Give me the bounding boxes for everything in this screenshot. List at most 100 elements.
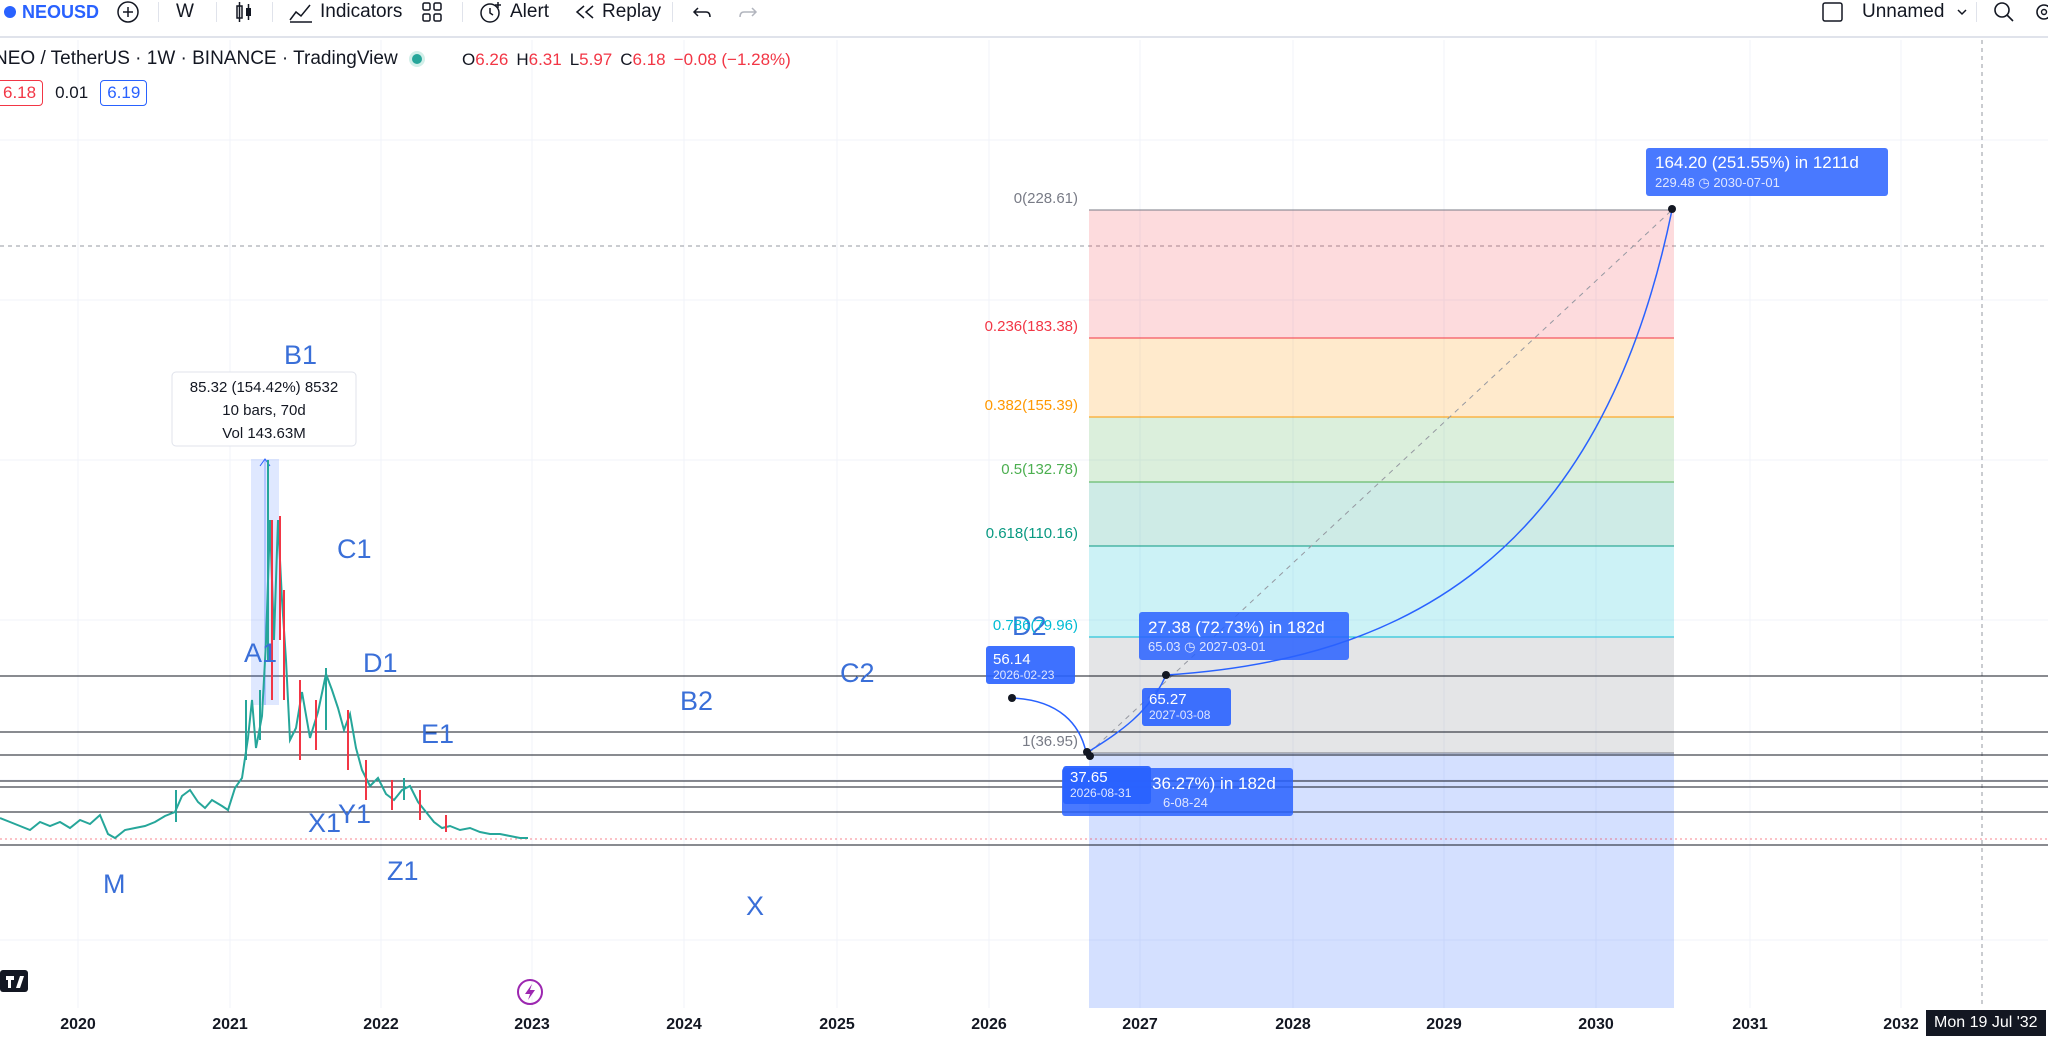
projection-curves[interactable] xyxy=(1011,209,1673,753)
price-candles xyxy=(0,460,528,840)
wave-label-m[interactable]: M xyxy=(103,869,126,899)
callout-mid-sub: 65.03 ◷ 2027-03-01 xyxy=(1148,639,1266,654)
search-button[interactable] xyxy=(1992,0,2016,24)
wave-label-z1[interactable]: Z1 xyxy=(387,856,419,886)
price-range-line1: 85.32 (154.42%) 8532 xyxy=(190,379,338,396)
fib-label-05: 0.5(132.78) xyxy=(1001,461,1078,478)
open-label: O xyxy=(462,50,476,69)
curve-anchor-points[interactable] xyxy=(1008,205,1676,760)
indicators-button[interactable]: Indicators xyxy=(288,0,402,24)
low-value: 5.97 xyxy=(579,50,613,69)
fib-level-labels: 0(228.61) 0.236(183.38) 0.382(155.39) 0.… xyxy=(985,190,1078,750)
point-tag-2[interactable]: 65.27 2027-03-08 xyxy=(1142,688,1231,726)
redo-icon xyxy=(739,7,758,18)
callout-low-sub: 6-08-24 xyxy=(1163,795,1208,810)
replay-label: Replay xyxy=(602,1,662,22)
interval-label: W xyxy=(176,1,194,22)
point-tag-1-price: 56.14 xyxy=(993,651,1031,668)
indicators-label: Indicators xyxy=(320,1,403,22)
point-tag-2-date: 2027-03-08 xyxy=(1149,708,1211,722)
settings-button[interactable] xyxy=(2032,0,2048,24)
year-tick-2031: 2031 xyxy=(1732,1016,1768,1033)
price-range-info[interactable]: 85.32 (154.42%) 8532 10 bars, 70d Vol 14… xyxy=(171,371,357,447)
layout-menu-button[interactable]: Unnamed xyxy=(1820,0,1968,24)
point-tag-3[interactable]: 37.65 2026-08-31 xyxy=(1063,766,1151,804)
undo-icon xyxy=(692,7,711,18)
undo-button[interactable] xyxy=(690,0,714,24)
close-label: C xyxy=(620,50,633,69)
symbol-dot-icon xyxy=(4,6,16,18)
year-tick-2021: 2021 xyxy=(212,1016,248,1033)
wave-label-d1[interactable]: D1 xyxy=(363,648,398,678)
candles-icon xyxy=(236,2,251,22)
wave-label-b2[interactable]: B2 xyxy=(680,686,713,716)
wave-label-y1[interactable]: Y1 xyxy=(338,799,371,829)
point-tag-3-date: 2026-08-31 xyxy=(1070,786,1132,800)
change-value: −0.08 (−1.28%) xyxy=(673,50,791,69)
symbol-search-button[interactable]: NEOUSD xyxy=(4,0,99,24)
search-icon xyxy=(1994,2,2014,22)
symbol-label: NEOUSD xyxy=(22,1,100,22)
high-label: H xyxy=(516,50,529,69)
add-symbol-button[interactable] xyxy=(116,0,140,24)
callout-top[interactable]: 164.20 (251.55%) in 1211d 229.48 ◷ 2030-… xyxy=(1646,148,1888,196)
wave-label-a1[interactable]: A1 xyxy=(244,638,277,668)
tradingview-logo[interactable] xyxy=(0,970,28,992)
fib-label-0786: 0.786(79.96) xyxy=(993,617,1078,634)
close-value: 6.18 xyxy=(632,50,666,69)
callout-top-sub: 229.48 ◷ 2030-07-01 xyxy=(1655,175,1780,190)
wave-label-x1[interactable]: X1 xyxy=(308,808,341,838)
add-symbol-icon xyxy=(117,1,139,23)
low-label: L xyxy=(569,50,580,69)
year-tick-2020: 2020 xyxy=(60,1016,96,1033)
chevron-down-icon xyxy=(1957,9,1967,16)
point-tag-1[interactable]: 56.14 2026-02-23 xyxy=(986,646,1075,684)
time-axis[interactable] xyxy=(0,1008,2048,1042)
lightning-icon[interactable] xyxy=(517,979,543,1005)
crosshair-date-label: Mon 19 Jul '32 xyxy=(1926,1010,2046,1036)
spread-value: 0.01 xyxy=(55,83,89,102)
buy-price-button[interactable]: 6.19 xyxy=(100,80,148,106)
high-value: 6.31 xyxy=(528,50,562,69)
alert-button[interactable]: Alert xyxy=(478,0,549,24)
grid xyxy=(0,40,2048,1008)
interval-button[interactable]: W xyxy=(176,0,194,24)
callout-mid[interactable]: 27.38 (72.73%) in 182d 65.03 ◷ 2027-03-0… xyxy=(1139,612,1349,660)
top-toolbar: NEOUSD W Indicators Alert Replay Unnamed xyxy=(0,0,2048,38)
point-tag-2-price: 65.27 xyxy=(1149,691,1187,708)
legend-title-row[interactable]: NEO / TetherUS · 1W · BINANCE · TradingV… xyxy=(0,48,422,70)
chart-type-button[interactable] xyxy=(234,0,254,24)
symbol-description: NEO / TetherUS · 1W · BINANCE · TradingV… xyxy=(0,48,398,69)
year-tick-2028: 2028 xyxy=(1275,1016,1311,1033)
ohlc-values: O6.26 H6.31 L5.97 C6.18 −0.08 (−1.28%) xyxy=(462,50,791,70)
wave-label-d2[interactable]: D2 xyxy=(1012,611,1047,641)
wave-labels[interactable]: B1 C1 A1 D1 E1 X1 Y1 Z1 M B2 C2 D2 X xyxy=(103,340,1047,921)
wave-label-x[interactable]: X xyxy=(746,891,764,921)
market-open-icon xyxy=(411,54,422,64)
year-tick-2032: 2032 xyxy=(1883,1016,1919,1033)
callout-low-main: 36.27%) in 182d xyxy=(1152,774,1276,793)
fib-label-0618: 0.618(110.16) xyxy=(986,525,1078,542)
fib-retracement[interactable] xyxy=(1088,209,1674,1008)
sell-price-button[interactable]: 6.18 xyxy=(0,80,44,106)
redo-button[interactable] xyxy=(736,0,760,24)
point-tag-1-date: 2026-02-23 xyxy=(993,668,1055,682)
fib-label-1: 1(36.95) xyxy=(1022,733,1078,750)
year-tick-2026: 2026 xyxy=(971,1016,1007,1033)
open-value: 6.26 xyxy=(475,50,509,69)
wave-label-b1[interactable]: B1 xyxy=(284,340,317,370)
fib-label-0382: 0.382(155.39) xyxy=(985,397,1078,414)
settings-icon xyxy=(2036,4,2048,20)
wave-label-e1[interactable]: E1 xyxy=(421,719,454,749)
year-tick-2024: 2024 xyxy=(666,1016,702,1033)
wave-label-c2[interactable]: C2 xyxy=(840,658,875,688)
wave-label-c1[interactable]: C1 xyxy=(337,534,372,564)
layouts-button[interactable] xyxy=(420,0,444,24)
buy-sell-row: 6.18 0.01 6.19 xyxy=(0,80,148,106)
replay-button[interactable]: Replay xyxy=(574,0,661,24)
replay-icon xyxy=(575,5,594,19)
year-tick-2022: 2022 xyxy=(363,1016,399,1033)
fib-label-0236: 0.236(183.38) xyxy=(985,318,1078,335)
fib-label-0: 0(228.61) xyxy=(1014,190,1078,207)
